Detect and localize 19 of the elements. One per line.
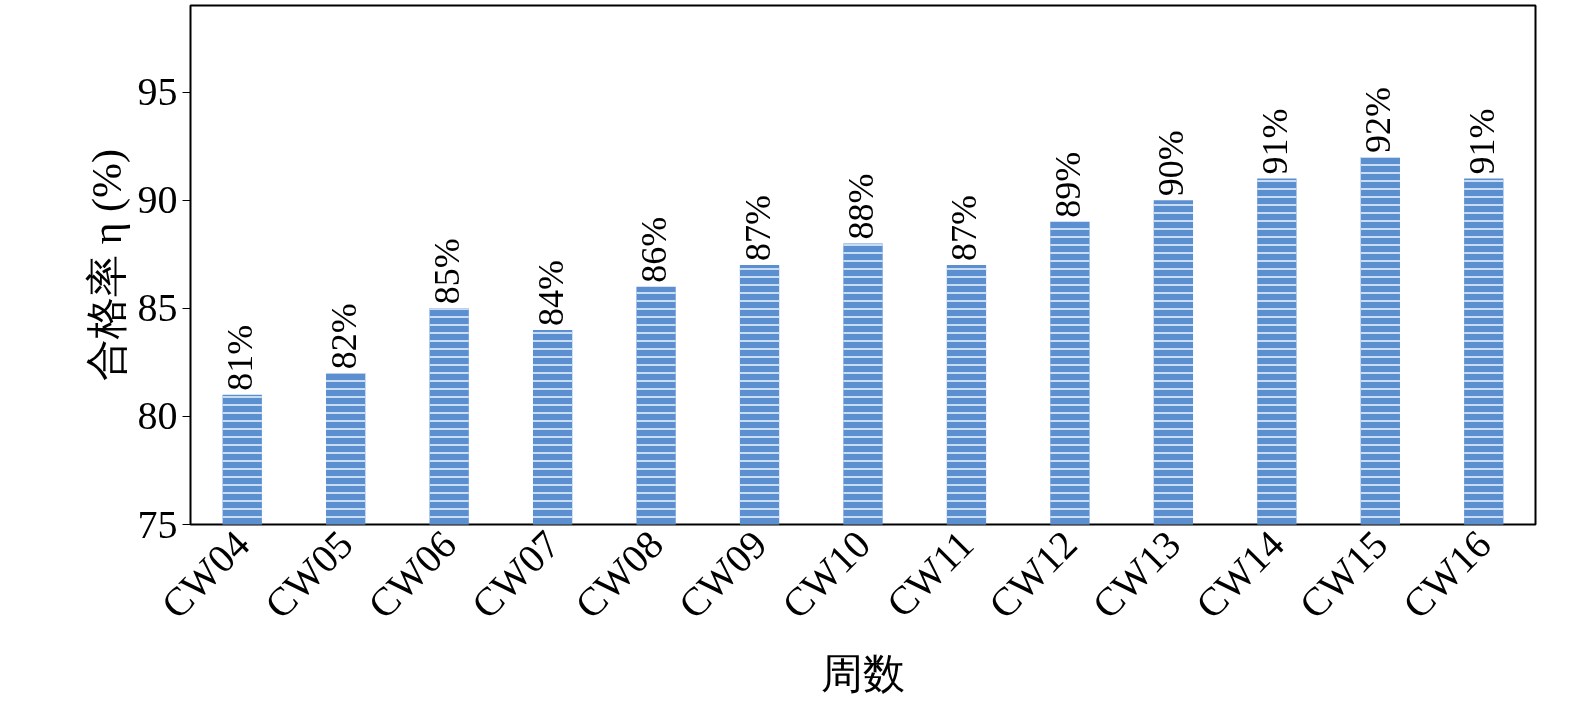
y-tick-label: 80 [137,393,178,439]
y-axis-title: 合格率 η (%) [83,149,131,381]
data-label: 89% [1047,151,1088,218]
data-label: 92% [1358,86,1399,153]
y-tick-label: 95 [137,69,178,114]
data-label: 84% [530,259,571,326]
data-label: 87% [944,195,985,261]
data-label: 81% [220,324,261,391]
x-axis-title: 周数 [821,651,905,698]
data-label: 90% [1151,130,1192,197]
data-label: 88% [841,173,881,240]
data-label: 82% [323,303,364,370]
data-label: 91% [1461,108,1502,175]
data-label: 85% [427,238,468,305]
data-label: 86% [634,216,675,283]
data-label: 91% [1254,108,1295,175]
data-label: 87% [737,195,778,261]
y-tick-label: 90 [137,177,178,223]
y-tick-label: 85 [137,285,178,331]
